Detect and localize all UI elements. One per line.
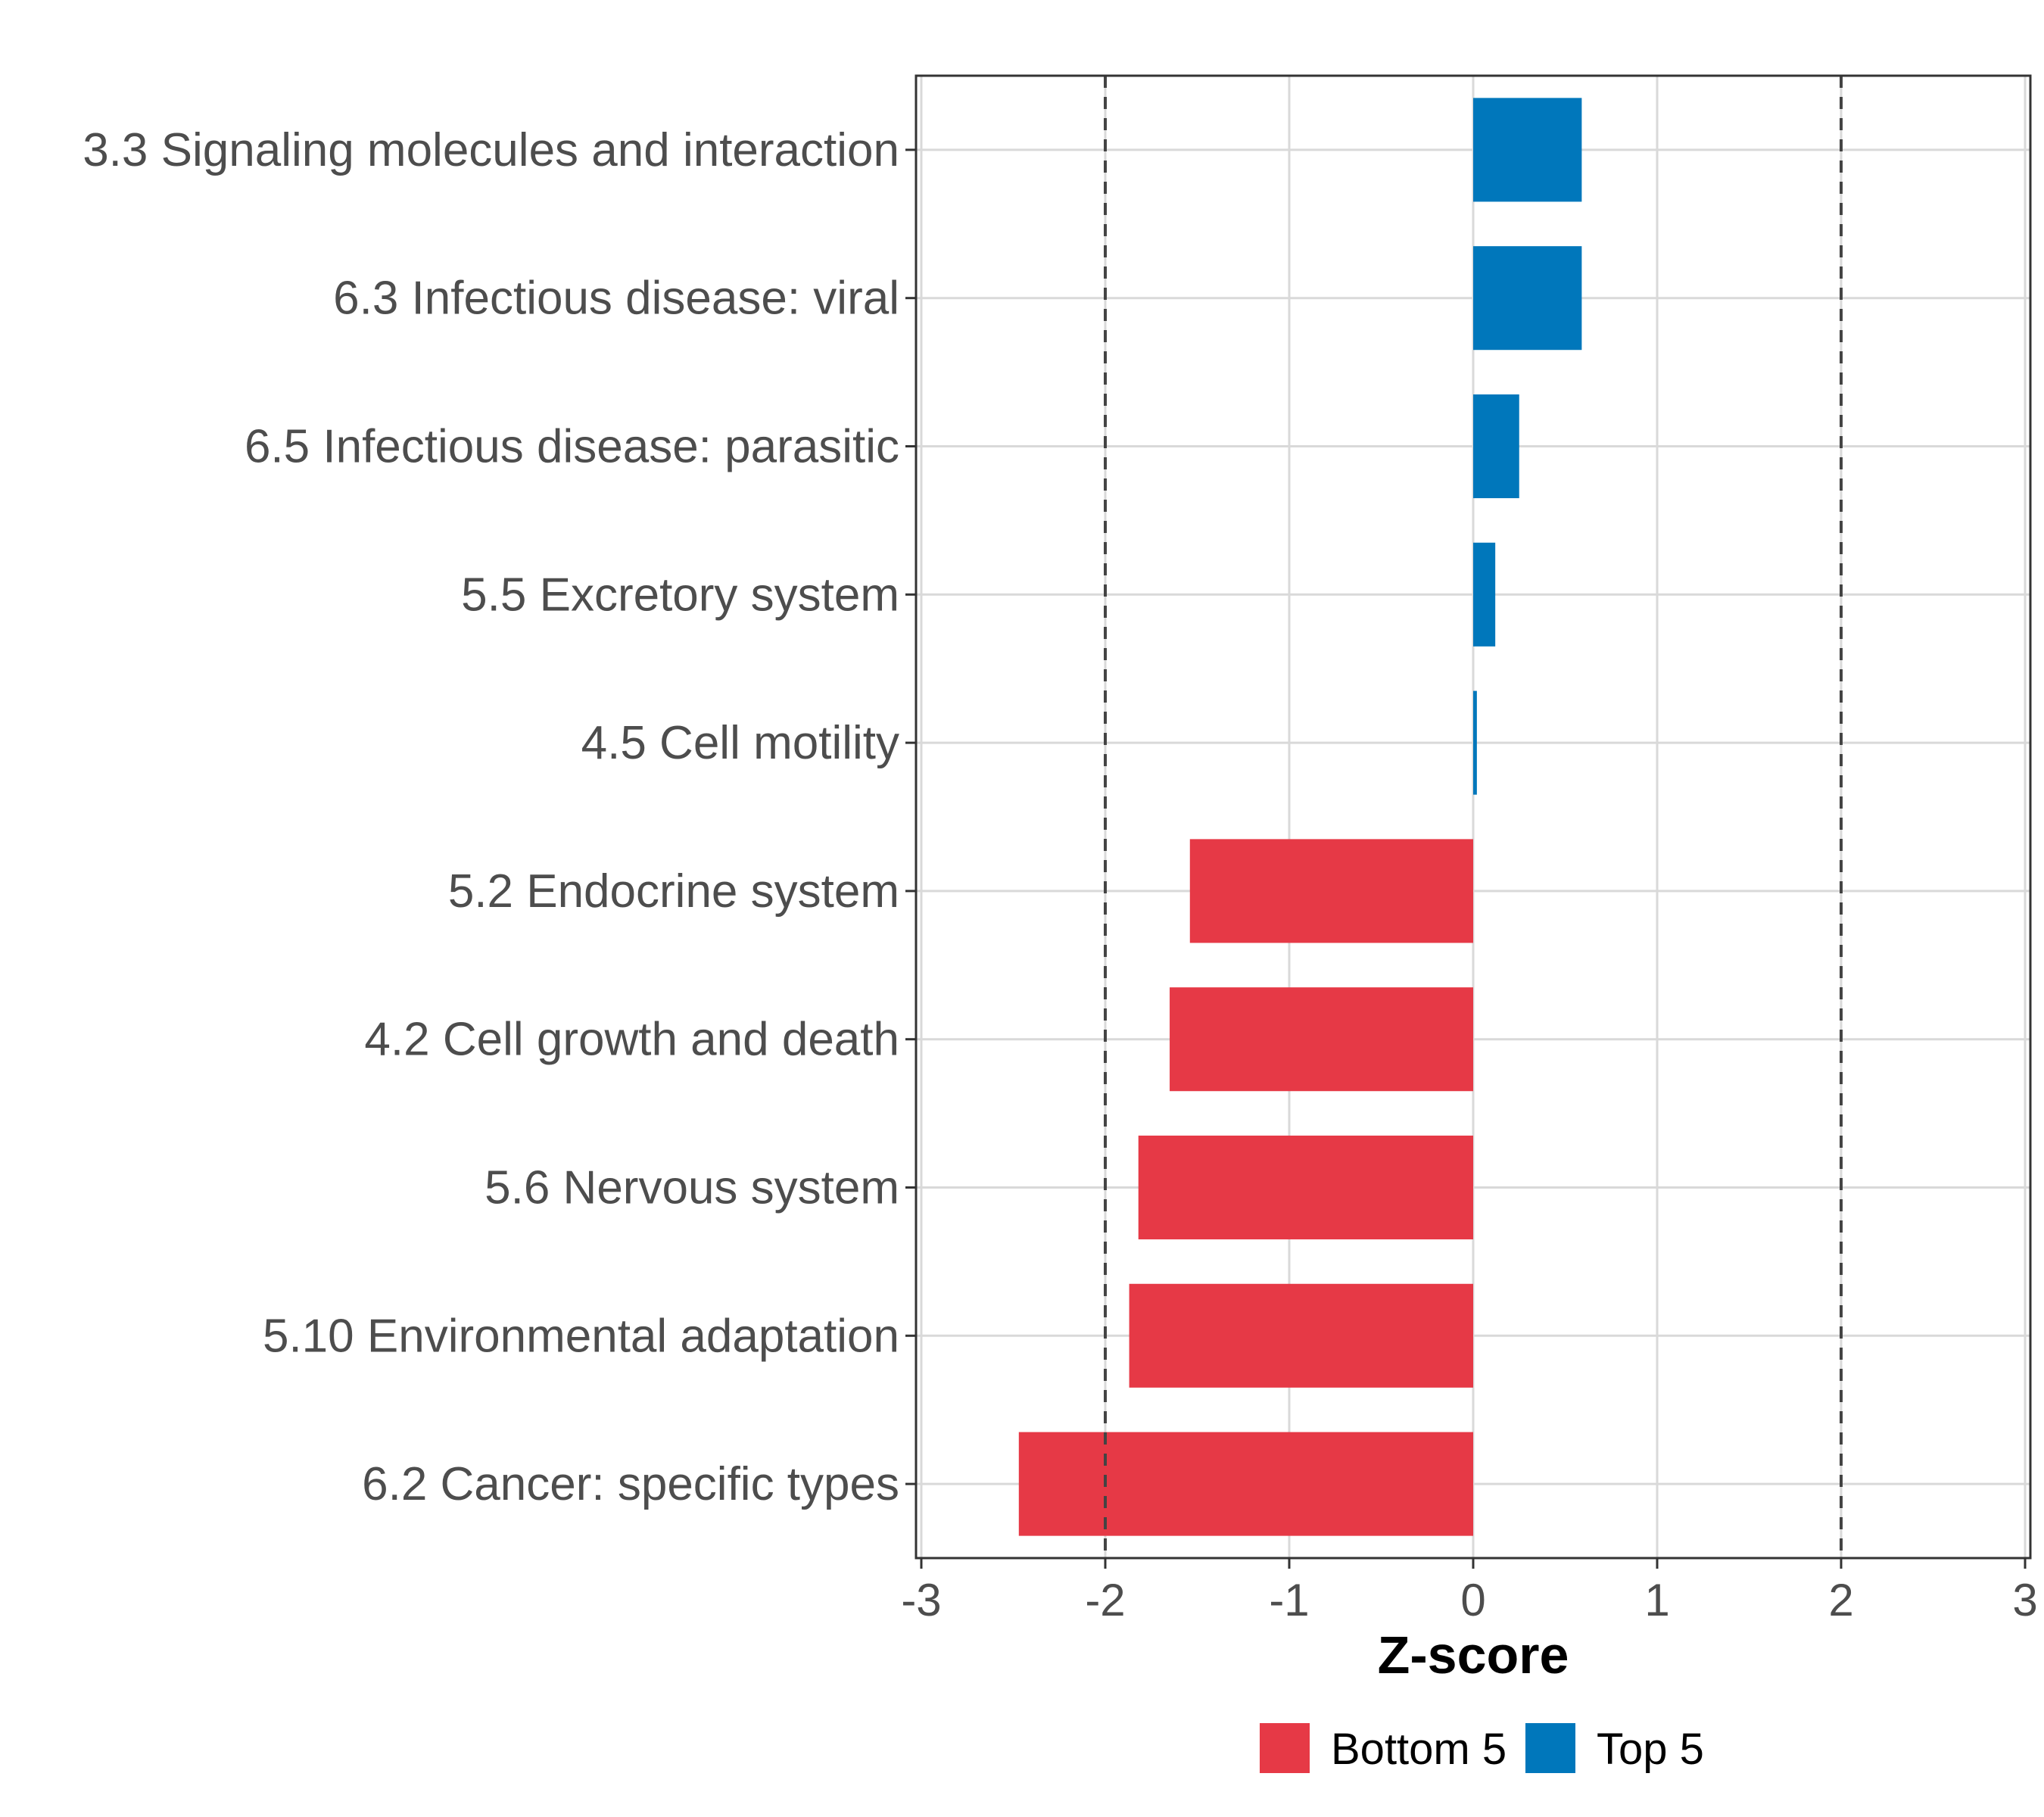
bar-4 [1473,690,1477,795]
bar-7 [1138,1135,1473,1240]
category-labels: 3.3 Signaling molecules and interaction 6… [83,124,916,1510]
reference-lines [1104,76,1843,1558]
legend-label-0: Bottom 5 [1331,1725,1507,1774]
x-tick-label-2: -1 [1269,1575,1309,1625]
bar-3 [1473,542,1496,647]
category-label-4: 4.5 Cell motility [581,717,899,769]
x-tick-label-6: 3 [2012,1575,2037,1625]
category-label-3: 5.5 Excretory system [461,569,899,621]
bar-9 [1018,1432,1473,1536]
category-label-1: 6.3 Infectious disease: viral [333,273,899,325]
bar-2 [1473,394,1519,499]
legend: Bottom 5 Top 5 [1260,1723,1704,1774]
x-tick-label-3: 0 [1460,1575,1485,1625]
x-axis-ticks: -3 -2 -1 0 1 2 3 [901,1558,2038,1625]
category-label-2: 6.5 Infectious disease: parasitic [245,421,899,473]
bar-1 [1473,246,1582,351]
category-label-6: 4.2 Cell growth and death [364,1014,899,1066]
bar-8 [1129,1283,1473,1388]
category-label-9: 6.2 Cancer: specific types [362,1458,899,1510]
category-label-8: 5.10 Environmental adaptation [263,1310,899,1362]
x-axis-title: Z-score [1378,1625,1569,1685]
bar-5 [1189,839,1473,943]
bars [1018,98,1582,1536]
category-label-5: 5.2 Endocrine system [448,865,899,918]
x-tick-label-1: -2 [1085,1575,1125,1625]
legend-swatch-1 [1525,1723,1575,1773]
category-label-0: 3.3 Signaling molecules and interaction [83,124,899,176]
legend-swatch-0 [1260,1723,1310,1773]
legend-label-1: Top 5 [1597,1725,1704,1774]
category-label-7: 5.6 Nervous system [485,1162,899,1214]
bar-0 [1473,98,1582,202]
x-tick-label-4: 1 [1644,1575,1669,1625]
bar-6 [1170,987,1473,1092]
x-tick-label-0: -3 [901,1575,941,1625]
x-tick-label-5: 2 [1828,1575,1853,1625]
